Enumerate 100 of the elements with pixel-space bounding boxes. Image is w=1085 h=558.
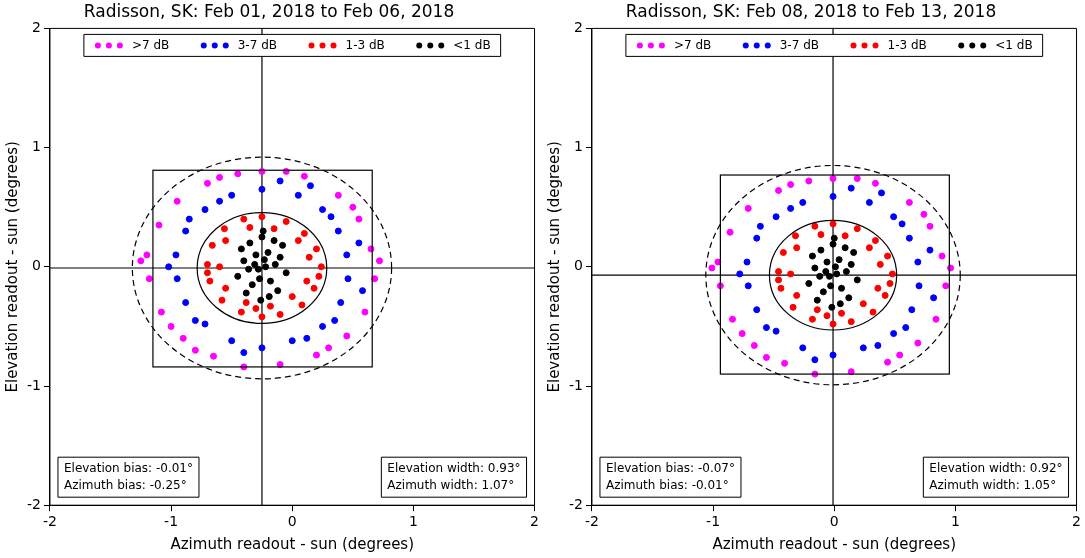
point — [808, 315, 816, 323]
point — [258, 233, 266, 241]
point — [240, 215, 248, 223]
point — [744, 282, 752, 290]
point — [258, 185, 266, 193]
point — [926, 222, 934, 230]
y-tick-label: 1 — [32, 138, 41, 155]
point — [914, 339, 922, 347]
point — [736, 270, 744, 278]
point — [827, 282, 835, 290]
point — [817, 231, 825, 239]
point — [222, 237, 230, 245]
point — [248, 281, 256, 289]
point — [298, 301, 306, 309]
point — [246, 223, 254, 231]
point — [240, 257, 248, 265]
point — [242, 289, 250, 297]
point — [201, 206, 209, 214]
point — [305, 253, 313, 261]
point — [343, 251, 351, 259]
y-tick-label: 2 — [574, 19, 583, 36]
point — [282, 218, 290, 225]
point — [915, 282, 923, 290]
point — [775, 276, 783, 284]
point — [228, 337, 236, 345]
point — [203, 179, 211, 187]
point — [157, 308, 165, 316]
point — [878, 189, 885, 197]
point — [890, 213, 898, 221]
x-tick-label: 1 — [408, 513, 418, 530]
point — [185, 215, 193, 223]
point — [306, 182, 314, 190]
point — [787, 181, 795, 189]
point — [896, 351, 904, 359]
point — [793, 244, 801, 252]
point — [908, 306, 916, 314]
point — [850, 249, 858, 256]
chart-title: Radisson, SK: Feb 01, 2018 to Feb 06, 2018 — [83, 0, 455, 21]
point — [874, 341, 882, 349]
point — [811, 222, 819, 230]
point — [825, 272, 833, 280]
annotation: Azimuth width: 1.07° — [387, 477, 515, 492]
point — [829, 351, 837, 359]
point — [257, 296, 265, 304]
point — [762, 324, 770, 332]
point — [234, 272, 242, 280]
x-axis-title: Azimuth readout - sun (degrees) — [712, 534, 957, 553]
point — [708, 264, 716, 272]
point — [829, 192, 837, 200]
legend-label: 1-3 dB — [345, 37, 385, 52]
point — [905, 234, 913, 242]
point — [890, 330, 898, 338]
point — [319, 322, 327, 330]
point — [201, 320, 209, 328]
point — [914, 258, 922, 266]
point — [756, 222, 764, 230]
point — [902, 324, 910, 332]
point — [252, 305, 260, 313]
point — [251, 260, 259, 268]
point — [260, 256, 268, 264]
point — [355, 239, 363, 247]
y-axis-title: Elevation readout - sun (degrees) — [2, 141, 21, 393]
point — [216, 197, 224, 205]
point — [714, 258, 722, 266]
point — [847, 318, 855, 326]
point — [303, 277, 311, 285]
point — [859, 344, 867, 352]
point — [303, 334, 311, 342]
point — [191, 316, 199, 324]
chart-title: Radisson, SK: Feb 08, 2018 to Feb 13, 2018 — [625, 0, 997, 21]
point — [155, 221, 163, 229]
point — [288, 293, 296, 301]
annotation: Azimuth bias: -0.25° — [63, 477, 187, 492]
point — [258, 344, 266, 352]
point — [262, 263, 270, 271]
y-tick-label: -1 — [26, 376, 41, 393]
point — [216, 173, 224, 181]
point — [816, 272, 824, 280]
point — [838, 309, 846, 317]
point — [310, 284, 318, 292]
point — [355, 215, 363, 223]
y-tick-label: -1 — [568, 376, 583, 393]
x-tick-label: 0 — [287, 513, 297, 530]
point — [926, 246, 934, 254]
point — [813, 306, 821, 314]
point — [865, 198, 873, 206]
point — [728, 315, 736, 323]
point — [276, 177, 284, 185]
point — [835, 256, 843, 264]
point — [258, 313, 266, 321]
point — [811, 356, 819, 364]
point — [938, 252, 946, 260]
point — [781, 359, 789, 367]
point — [743, 258, 751, 266]
legend-label: 3-7 dB — [237, 37, 277, 52]
x-tick-label: 1 — [950, 513, 960, 530]
point — [359, 287, 367, 295]
point — [182, 227, 190, 235]
point — [294, 237, 302, 245]
point — [738, 330, 746, 338]
